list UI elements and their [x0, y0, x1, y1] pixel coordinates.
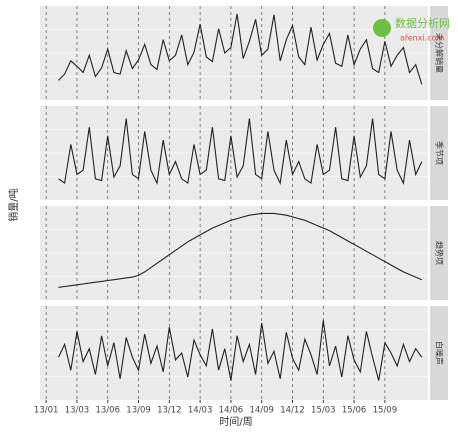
watermark-icon	[373, 19, 391, 37]
strip-label: 趋势项	[435, 241, 445, 265]
x-tick-label: 13/09	[126, 406, 151, 416]
x-tick-label: 13/01	[34, 406, 59, 416]
strip	[430, 306, 448, 400]
x-axis-label: 时间/周	[219, 415, 252, 428]
x-tick-label: 14/09	[249, 406, 274, 416]
x-tick-label: 13/06	[95, 406, 120, 416]
watermark-title: 数据分析网	[395, 16, 450, 30]
y-axis-label: 销量/吨	[7, 188, 20, 221]
strip	[430, 206, 448, 300]
strip-label: 季节项	[435, 141, 445, 165]
series-line	[58, 320, 423, 381]
x-tick-label: 14/03	[188, 406, 213, 416]
x-tick-label: 15/09	[373, 406, 398, 416]
series-line	[58, 212, 423, 288]
strip-label: 未分解销量	[435, 33, 445, 73]
x-tick-label: 14/06	[219, 406, 244, 416]
strip-label: 白噪声	[435, 341, 445, 365]
series-line	[58, 13, 423, 85]
series-line	[58, 118, 423, 185]
watermark-url: afenxi.com	[400, 34, 445, 43]
x-tick-label: 13/12	[157, 406, 182, 416]
strip	[430, 6, 448, 100]
x-tick-label: 14/12	[280, 406, 305, 416]
strip	[430, 106, 448, 200]
x-tick-label: 15/03	[311, 406, 336, 416]
x-tick-label: 13/03	[65, 406, 90, 416]
x-tick-label: 15/06	[342, 406, 367, 416]
